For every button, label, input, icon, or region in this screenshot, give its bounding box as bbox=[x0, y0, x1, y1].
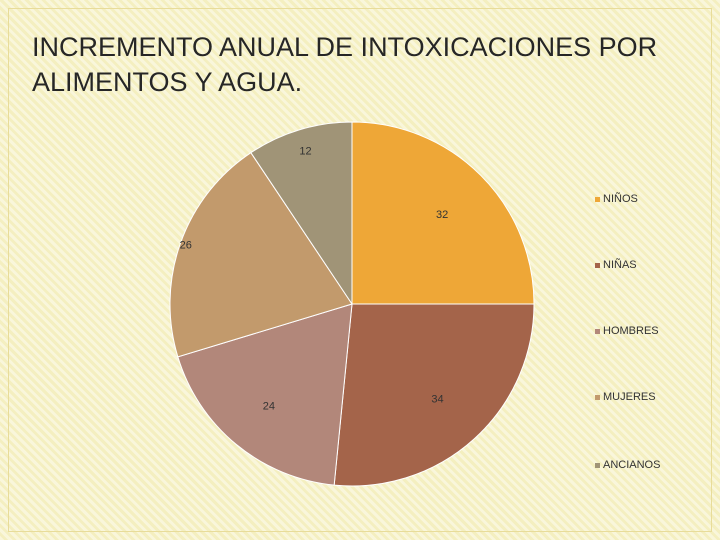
legend-item-ninas: NIÑAS bbox=[595, 259, 705, 271]
legend-item-ninos: NIÑOS bbox=[595, 193, 705, 205]
legend-swatch bbox=[595, 462, 600, 468]
slide-border bbox=[8, 8, 712, 532]
legend-item-hombres: HOMBRES bbox=[595, 325, 705, 337]
data-label-hombres: 24 bbox=[263, 400, 275, 412]
legend-swatch bbox=[595, 196, 600, 202]
data-label-ancianos: 12 bbox=[299, 146, 311, 158]
legend-label: MUJERES bbox=[603, 391, 656, 403]
pie-slice-ancianos bbox=[250, 121, 353, 306]
data-label-ninas: 34 bbox=[431, 393, 443, 405]
pie-slice-ninas bbox=[333, 303, 535, 487]
legend-label: ANCIANOS bbox=[603, 459, 661, 471]
legend-swatch bbox=[595, 394, 600, 400]
pie-slice-ninos bbox=[351, 121, 535, 305]
legend-label: NIÑAS bbox=[603, 259, 637, 271]
legend-label: HOMBRES bbox=[603, 325, 659, 337]
slide-title: INCREMENTO ANUAL DE INTOXICACIONES POR A… bbox=[32, 32, 658, 98]
legend-swatch bbox=[595, 262, 600, 268]
data-label-ninos: 32 bbox=[436, 209, 448, 221]
legend-label: NIÑOS bbox=[603, 193, 638, 205]
legend-swatch bbox=[595, 328, 600, 334]
pie-slice-hombres bbox=[177, 303, 353, 486]
legend-item-mujeres: MUJERES bbox=[595, 391, 705, 403]
legend-item-ancianos: ANCIANOS bbox=[595, 459, 705, 471]
data-label-mujeres: 26 bbox=[180, 240, 192, 252]
pie-slice-mujeres bbox=[169, 151, 353, 358]
